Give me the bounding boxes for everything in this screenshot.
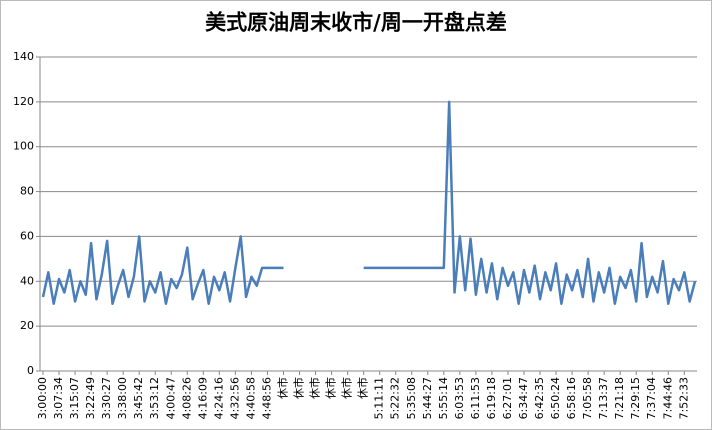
x-tick-label: 3:45:42 (132, 377, 145, 419)
x-tick-label: 3:53:12 (148, 377, 161, 419)
x-tick-label: 6:27:01 (501, 377, 514, 419)
x-tick-label: 7:05:58 (581, 377, 594, 419)
x-tick-label: 6:11:53 (469, 377, 482, 419)
data-line (363, 100, 697, 305)
y-tick-label: 140 (13, 50, 34, 63)
x-tick-label: 3:22:49 (84, 377, 97, 419)
x-tick-label: 休市 (308, 377, 322, 399)
x-tick-label: 6:03:53 (453, 377, 466, 419)
x-tick-label: 6:42:35 (533, 377, 546, 419)
x-tick-label: 3:07:34 (52, 377, 65, 419)
x-tick-label: 3:00:00 (36, 377, 49, 419)
x-tick-label: 4:24:16 (212, 377, 225, 419)
x-tick-label: 3:38:00 (116, 377, 129, 419)
x-tick-label: 4:48:56 (260, 377, 273, 419)
x-tick-label: 7:21:18 (613, 377, 626, 419)
x-tick-label: 4:16:09 (196, 377, 209, 419)
x-tick-label: 4:08:26 (180, 377, 193, 419)
x-tick-label: 5:22:32 (389, 377, 402, 419)
x-tick-label: 3:15:07 (68, 377, 81, 419)
x-tick-label: 7:52:33 (677, 377, 690, 419)
x-tick-label: 7:44:46 (661, 377, 674, 419)
x-tick-label: 休市 (275, 377, 289, 399)
x-tick-label: 4:40:58 (244, 377, 257, 419)
y-tick-label: 40 (20, 274, 34, 287)
x-tick-label: 6:58:16 (565, 377, 578, 419)
x-tick-label: 5:55:14 (437, 377, 450, 419)
y-tick-label: 60 (20, 229, 34, 242)
x-tick-label: 6:34:47 (517, 377, 530, 419)
x-tick-label: 5:11:11 (373, 377, 386, 419)
x-tick-label: 休市 (340, 377, 354, 399)
x-tick-label: 4:00:47 (164, 377, 177, 419)
chart-title: 美式原油周末收市/周一开盘点差 (205, 10, 507, 35)
x-tick-label: 休市 (324, 377, 338, 399)
y-tick-label: 80 (20, 185, 34, 198)
x-tick-label: 5:44:27 (421, 377, 434, 419)
x-tick-label: 休市 (356, 377, 370, 399)
x-tick-label: 6:50:24 (549, 377, 562, 419)
x-tick-label: 休市 (292, 377, 306, 399)
y-tick-label: 20 (20, 319, 34, 332)
x-tick-label: 4:32:56 (228, 377, 241, 419)
y-tick-label: 0 (27, 364, 34, 377)
x-tick-label: 5:35:08 (405, 377, 418, 419)
x-tick-label: 7:29:15 (629, 377, 642, 419)
y-tick-label: 100 (13, 140, 34, 153)
data-line (41, 235, 284, 305)
x-tick-label: 3:30:27 (100, 377, 113, 419)
x-tick-label: 6:19:18 (485, 377, 498, 419)
y-tick-label: 120 (13, 95, 34, 108)
x-tick-label: 7:37:04 (645, 377, 658, 419)
x-tick-label: 7:13:37 (597, 377, 610, 419)
